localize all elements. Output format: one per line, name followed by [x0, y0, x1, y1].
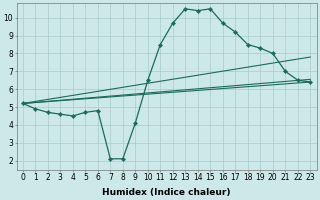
X-axis label: Humidex (Indice chaleur): Humidex (Indice chaleur) [102, 188, 231, 197]
